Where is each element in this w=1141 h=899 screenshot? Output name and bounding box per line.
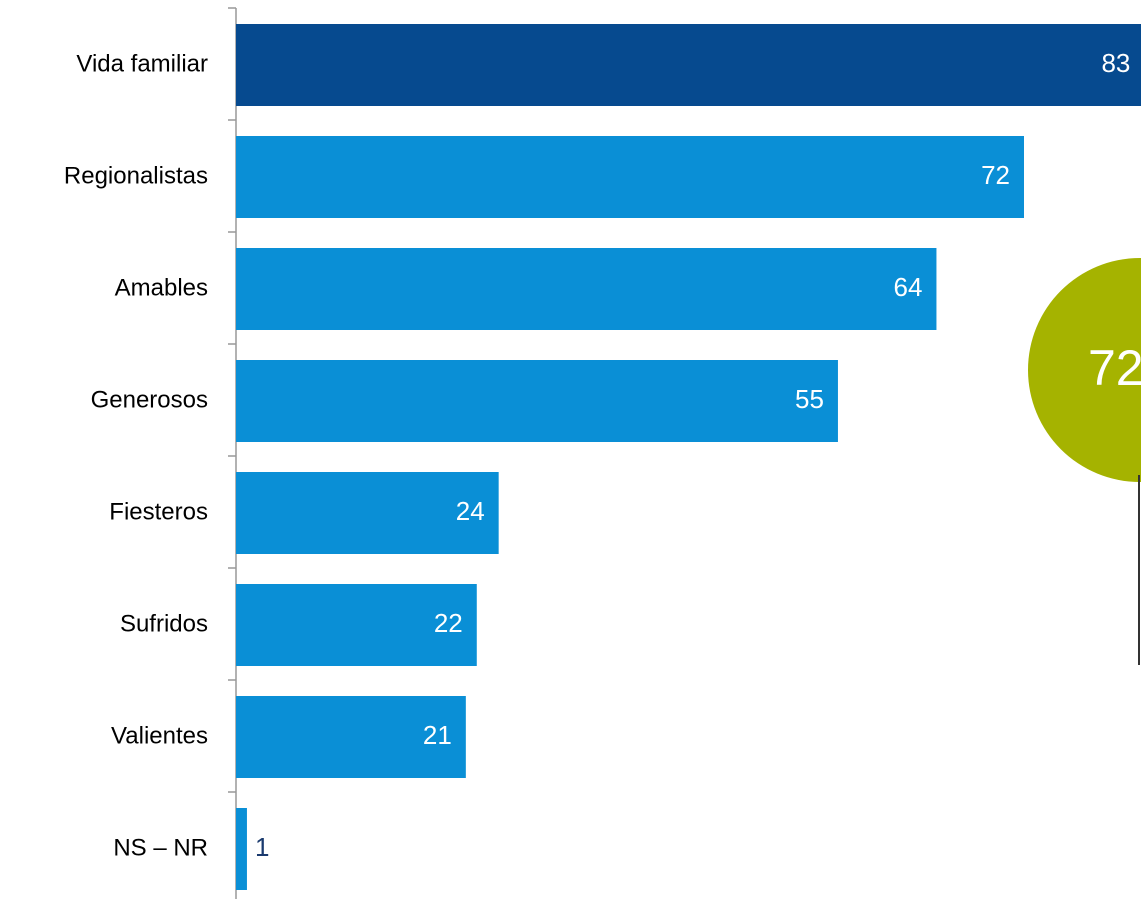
category-label: Fiesteros xyxy=(109,498,208,525)
bar xyxy=(236,472,499,554)
value-label: 55 xyxy=(795,384,824,414)
category-label: Generosos xyxy=(91,386,208,413)
bar xyxy=(236,136,1024,218)
category-label: Valientes xyxy=(111,722,208,749)
value-label: 83 xyxy=(1101,48,1130,78)
category-label: Sufridos xyxy=(120,610,208,637)
value-label: 72 xyxy=(981,160,1010,190)
bar xyxy=(236,360,838,442)
category-label: Amables xyxy=(115,274,208,301)
bar xyxy=(236,248,937,330)
value-label: 1 xyxy=(255,832,269,862)
badge-circle xyxy=(1028,258,1141,482)
category-label: NS – NR xyxy=(113,834,208,861)
value-label: 21 xyxy=(423,720,452,750)
bar xyxy=(236,584,477,666)
value-label: 24 xyxy=(456,496,485,526)
value-label: 64 xyxy=(894,272,923,302)
bar xyxy=(236,808,247,890)
badge-text: 72 xyxy=(1088,340,1141,396)
bar xyxy=(236,696,466,778)
value-label: 22 xyxy=(434,608,463,638)
category-label: Regionalistas xyxy=(64,162,208,189)
bar xyxy=(236,24,1141,106)
category-label: Vida familiar xyxy=(76,50,208,77)
